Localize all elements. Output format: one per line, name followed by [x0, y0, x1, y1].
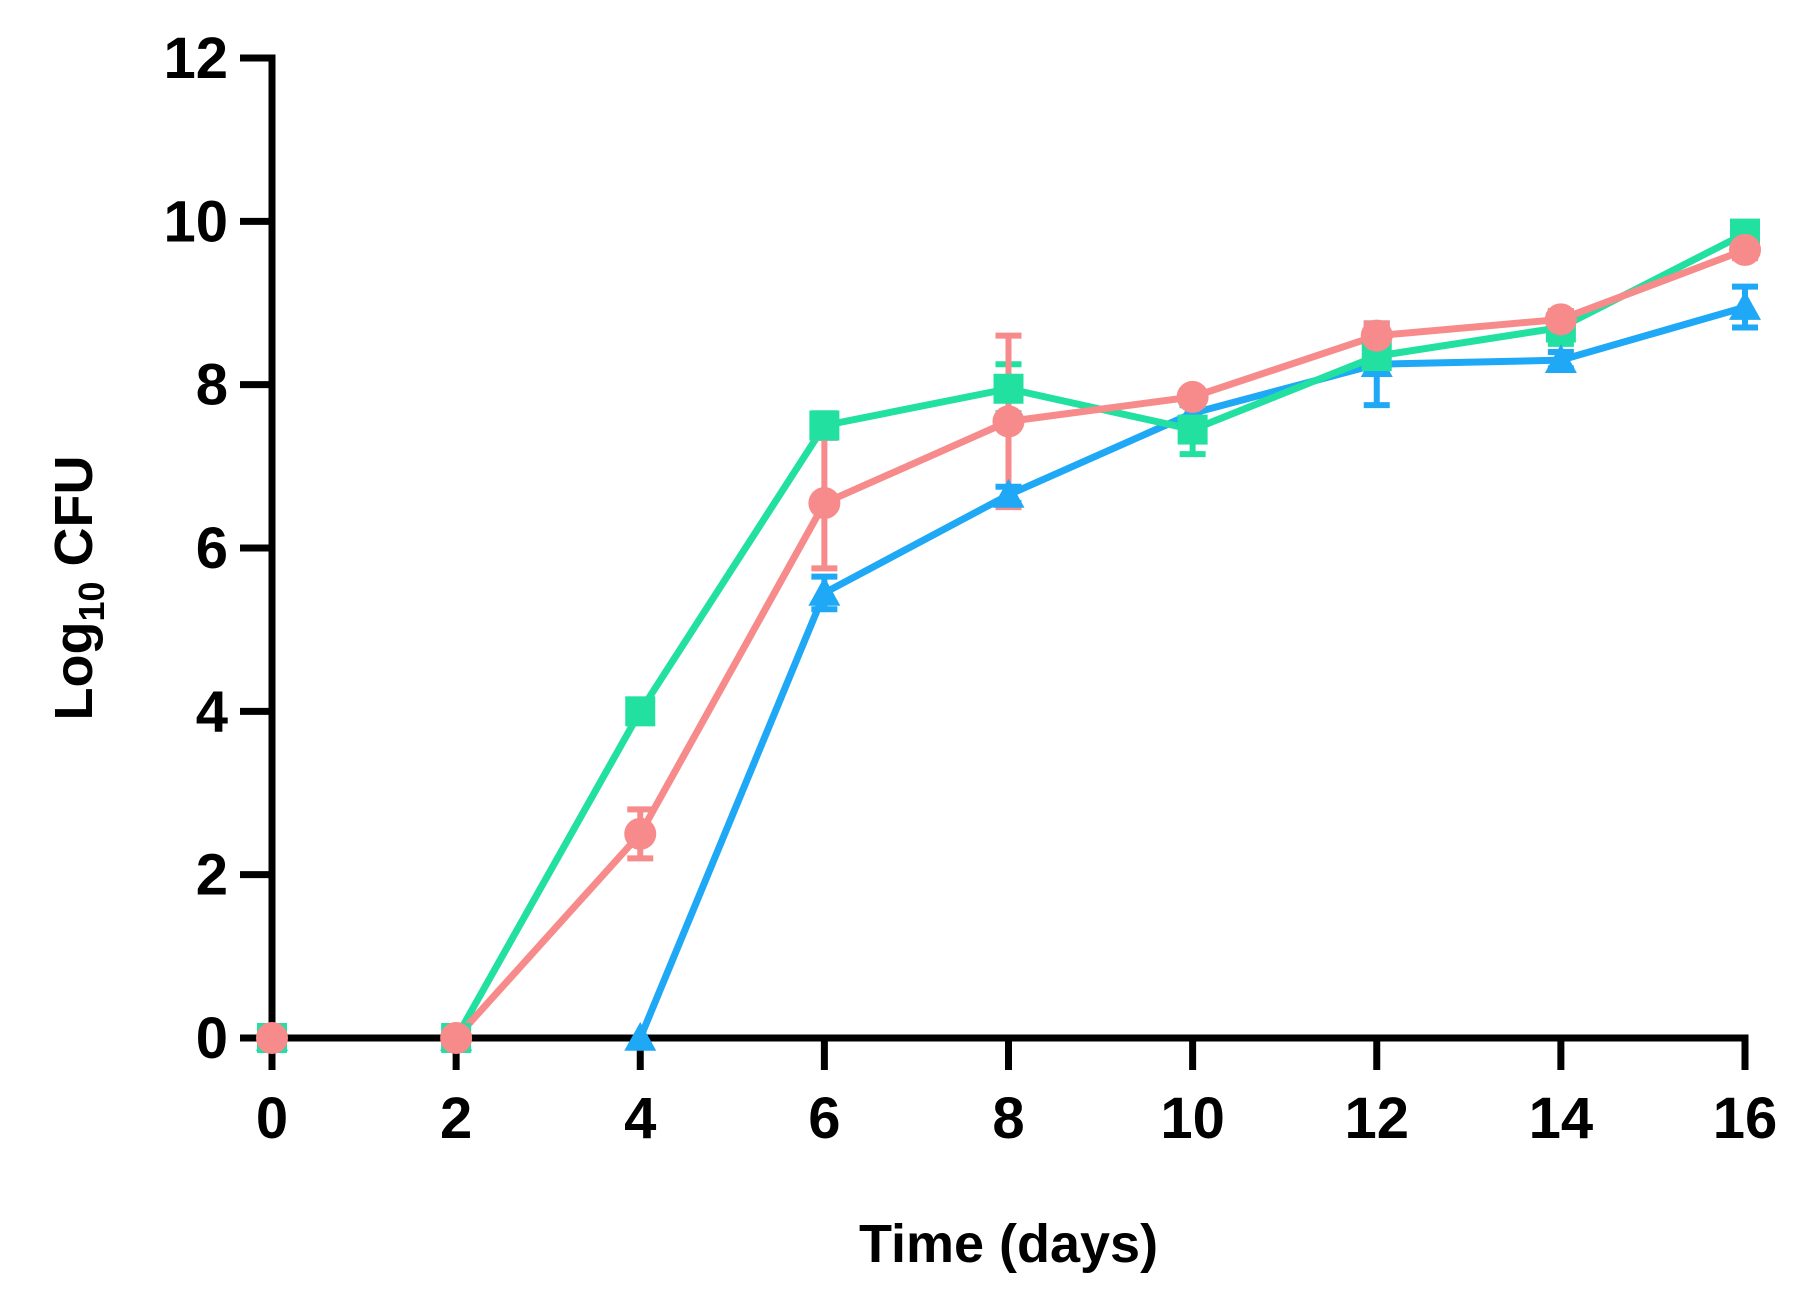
- data-point-pink-circle: [1176, 380, 1209, 413]
- y-tick-label: 8: [196, 353, 228, 418]
- x-tick-label: 10: [1160, 1086, 1225, 1151]
- data-point-pink-circle: [1544, 303, 1577, 336]
- y-axis-label-subscript: 10: [71, 581, 112, 621]
- data-point-pink-circle: [1729, 233, 1761, 266]
- data-point-pink-circle: [992, 405, 1025, 438]
- y-tick-label: 2: [196, 843, 228, 908]
- y-axis-label-suffix: CFU: [44, 456, 104, 582]
- x-axis-label: Time (days): [859, 1214, 1158, 1274]
- x-tick-label: 12: [1344, 1086, 1409, 1151]
- data-point-blue-triangle: [992, 478, 1025, 508]
- data-point-blue-triangle: [624, 1022, 657, 1051]
- x-tick-label: 8: [992, 1086, 1024, 1151]
- data-point-pink-circle: [1360, 319, 1393, 352]
- data-point-green-square: [809, 410, 840, 441]
- x-tick-label: 4: [624, 1086, 656, 1151]
- data-point-blue-triangle: [808, 576, 841, 606]
- x-tick-label: 0: [256, 1086, 288, 1151]
- x-tick-label: 2: [440, 1086, 472, 1151]
- x-tick-label: 14: [1529, 1086, 1594, 1151]
- data-point-green-square: [993, 373, 1024, 404]
- data-point-pink-circle: [624, 817, 657, 850]
- x-tick-label: 6: [808, 1086, 840, 1151]
- data-point-pink-circle: [808, 487, 841, 520]
- markers-layer: [256, 218, 1761, 1054]
- y-tick-label: 4: [196, 679, 228, 744]
- ticks-layer: 0 2 4 6 8 10 12 0 2 4 6 8 10 12 14 16: [163, 26, 1777, 1151]
- data-point-blue-triangle: [1544, 344, 1577, 373]
- y-axis-label-prefix: Log: [44, 622, 104, 721]
- axes-layer: [268, 54, 1749, 1042]
- data-point-green-square: [625, 696, 656, 727]
- data-point-green-square: [1177, 414, 1208, 445]
- y-tick-label: 10: [163, 189, 228, 254]
- x-tick-label: 16: [1713, 1086, 1778, 1151]
- y-axis-label: Log10 CFU: [44, 456, 112, 721]
- data-point-pink-circle: [256, 1022, 288, 1054]
- data-point-blue-triangle: [1729, 291, 1761, 320]
- y-tick-label: 12: [163, 26, 228, 91]
- y-tick-label: 6: [196, 516, 228, 581]
- data-point-pink-circle: [440, 1022, 473, 1054]
- y-tick-label: 0: [196, 1006, 228, 1071]
